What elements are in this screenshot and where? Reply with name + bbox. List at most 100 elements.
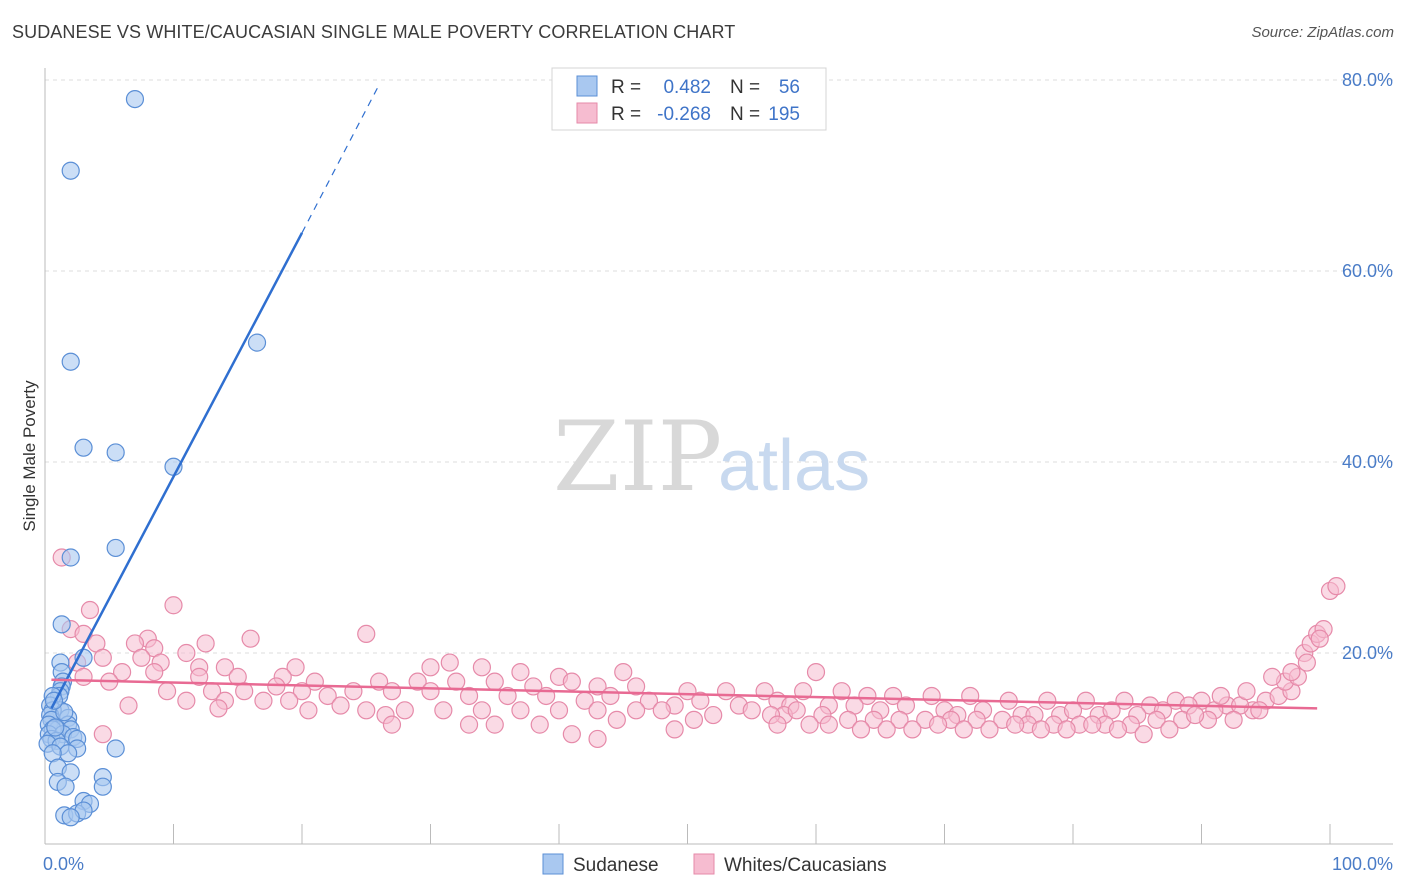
white-caucasian-point [254,691,273,710]
white-caucasian-point [588,729,607,749]
sudanese-trend-extension [301,84,380,234]
white-caucasian-point [806,662,826,682]
white-caucasian-point [980,720,999,739]
white-caucasian-point [164,596,183,615]
white-caucasian-point [614,662,633,682]
legend-n-value-1: 56 [779,77,800,98]
white-caucasian-point [241,629,260,648]
white-caucasian-point [459,686,479,706]
sudanese-point [61,808,80,827]
white-caucasian-point [800,715,819,734]
white-caucasian-point [157,682,177,701]
white-caucasian-point [1327,577,1346,596]
white-caucasian-point [331,696,350,715]
white-caucasian-point [1031,720,1050,739]
watermark-atlas: atlas [718,426,870,506]
white-caucasian-point [132,648,151,667]
white-caucasian-point [357,624,376,644]
white-caucasian-point [382,682,402,701]
white-caucasian-point [511,701,530,720]
sudanese-point [56,777,75,796]
white-caucasian-point [421,658,440,677]
sudanese-trend-line [50,232,304,709]
white-caucasian-point [787,701,806,720]
white-caucasian-point [357,701,376,720]
watermark: ZIP atlas [553,401,870,513]
white-caucasian-point [1282,662,1301,682]
white-caucasian-point [440,653,459,672]
white-caucasian-point [485,672,504,691]
sudanese-point [106,739,125,758]
white-caucasian-point [1250,701,1269,720]
white-caucasian-point [299,701,318,720]
sudanese-point [61,548,80,567]
legend-n-label-1: N = [730,77,760,98]
white-caucasian-point [626,701,646,720]
white-caucasian-point [1237,682,1256,701]
axes [44,68,1393,845]
white-caucasian-point [196,634,215,653]
sudanese-point [61,352,80,371]
white-caucasian-point [1263,667,1282,686]
white-caucasian-point [395,701,414,720]
series-legend-swatch-white [693,853,715,875]
white-caucasian-point [145,662,164,682]
sudanese-point [106,538,125,558]
legend-swatch-white [576,102,598,124]
series-legend-label-white: Whites/Caucasians [724,855,887,876]
x-tick-label: 100.0% [1332,854,1393,874]
white-caucasian-point [93,725,112,744]
white-caucasian-point [1310,629,1329,648]
white-caucasian-point [716,682,736,701]
white-caucasian-point [742,701,761,720]
legend-swatch-sudanese [576,75,598,97]
sudanese-points [38,89,267,827]
series-legend: Sudanese Whites/Caucasians [542,853,887,876]
white-caucasian-point [1057,720,1076,739]
white-caucasian-point [652,701,671,720]
white-caucasian-point [562,725,581,744]
sudanese-point [93,777,112,796]
white-caucasian-point [80,600,100,620]
white-caucasian-point [235,682,254,701]
series-legend-swatch-sudanese [542,853,564,875]
white-caucasian-point [588,677,607,696]
white-caucasian-point [549,701,569,720]
white-caucasian-point [511,662,530,682]
white-caucasian-point [967,710,986,729]
white-caucasian-point [286,658,305,677]
white-caucasian-point [819,715,838,734]
white-caucasian-point [1297,653,1316,672]
white-caucasian-point [1076,691,1095,710]
white-caucasian-point [883,686,903,706]
white-caucasian-point [434,701,453,720]
white-caucasian-point [684,710,704,729]
white-caucasian-point [839,710,858,729]
white-caucasian-point [954,720,973,739]
white-caucasian-point [498,686,517,706]
white-caucasian-points [52,548,1346,749]
legend-r-label-1: R = [611,77,641,98]
white-caucasian-point [408,672,427,691]
legend-n-value-2: 195 [768,104,800,125]
white-caucasian-point [832,682,851,701]
x-tick-label: 0.0% [43,854,84,874]
white-caucasian-point [1185,705,1205,725]
sudanese-point [46,718,65,737]
white-caucasian-point [318,686,337,706]
sudanese-point [55,703,74,722]
white-caucasian-point [93,648,112,667]
white-caucasian-point [601,686,620,706]
white-caucasian-trend-line [51,678,1318,710]
white-caucasian-point [1147,710,1166,729]
white-caucasian-point [74,667,93,686]
sudanese-point [247,333,267,352]
sudanese-point [61,161,80,180]
y-axis-label: Single Male Poverty [20,380,39,532]
sudanese-point [125,89,145,109]
white-caucasian-point [691,691,710,710]
white-caucasian-point [472,701,491,720]
white-caucasian-point [858,686,877,706]
gridlines [45,79,1393,654]
